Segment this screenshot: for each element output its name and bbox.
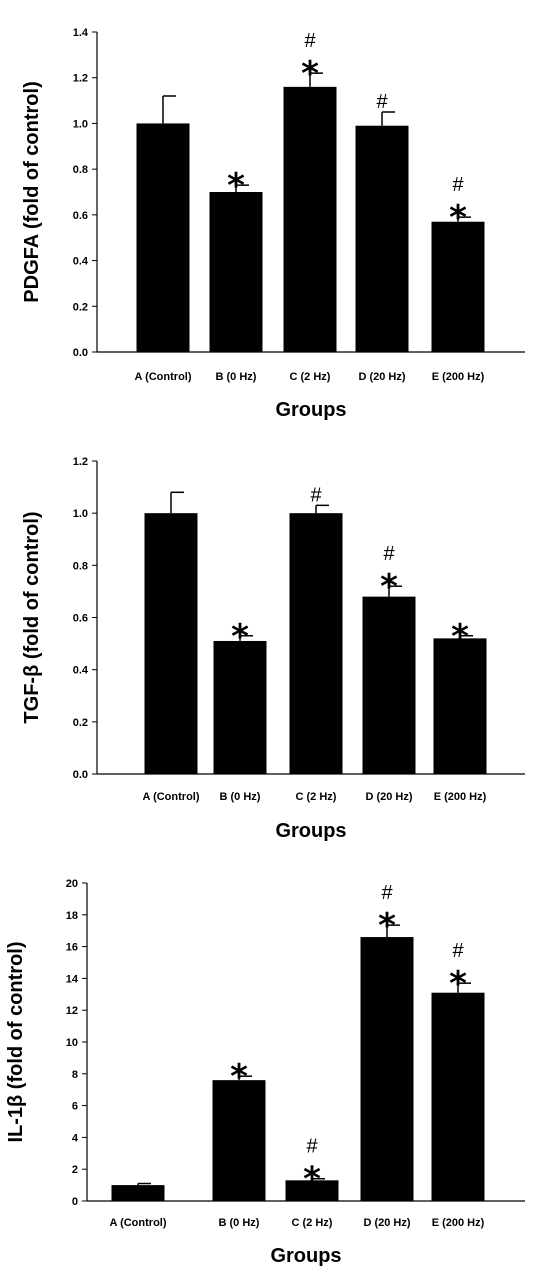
pdgfa-category-label: B (0 Hz) bbox=[216, 371, 257, 383]
pdgfa-category-label: E (200 Hz) bbox=[432, 371, 485, 383]
tgf-beta-y-tick-label: 0.2 bbox=[73, 717, 88, 729]
il1-beta-y-tick-label: 6 bbox=[72, 1101, 78, 1113]
tgf-beta-bar bbox=[362, 596, 416, 774]
pdgfa-y-tick-label: 0.4 bbox=[73, 256, 89, 268]
tgf-beta-y-tick-label: 0.0 bbox=[73, 769, 88, 781]
tgf-beta-category-label: C (2 Hz) bbox=[296, 791, 337, 803]
il1-beta-bar bbox=[431, 992, 485, 1201]
il1-beta-significance-star: * bbox=[449, 964, 467, 1004]
pdgfa-significance-star: * bbox=[301, 54, 319, 94]
tgf-beta-category-label: B (0 Hz) bbox=[220, 791, 261, 803]
tgf-beta-bar bbox=[433, 638, 487, 774]
tgf-beta-category-label: D (20 Hz) bbox=[365, 791, 412, 803]
tgf-beta-significance-star: * bbox=[231, 617, 249, 657]
pdgfa-y-tick-label: 0.2 bbox=[73, 301, 88, 313]
pdgfa-bar bbox=[136, 123, 190, 352]
pdgfa-y-tick-label: 1.0 bbox=[73, 118, 88, 130]
tgf-beta-category-label: A (Control) bbox=[142, 791, 199, 803]
pdgfa-bar bbox=[209, 192, 263, 352]
pdgfa-y-tick-label: 1.4 bbox=[73, 27, 89, 39]
pdgfa-category-label: D (20 Hz) bbox=[358, 371, 405, 383]
pdgfa-significance-star: * bbox=[449, 198, 467, 238]
il1-beta-x-axis-title: Groups bbox=[270, 1245, 341, 1267]
pdgfa-significance-hash: # bbox=[376, 91, 388, 113]
il1-beta-significance-hash: # bbox=[381, 882, 393, 904]
il1-beta-y-tick-label: 2 bbox=[72, 1164, 78, 1176]
il1-beta-bar bbox=[360, 937, 414, 1201]
il1-beta-y-tick-label: 8 bbox=[72, 1069, 78, 1081]
pdgfa-y-tick-label: 0.0 bbox=[73, 347, 88, 359]
tgf-beta-category-label: E (200 Hz) bbox=[434, 791, 487, 803]
il1-beta-significance-star: * bbox=[378, 906, 396, 946]
il1-beta-category-label: E (200 Hz) bbox=[432, 1217, 485, 1229]
pdgfa-y-tick-label: 1.2 bbox=[73, 73, 88, 85]
tgf-beta-y-axis-title: TGF-β (fold of control) bbox=[21, 511, 43, 723]
pdgfa-y-tick-label: 0.6 bbox=[73, 210, 88, 222]
tgf-beta-y-tick-label: 0.6 bbox=[73, 613, 88, 625]
tgf-beta-significance-star: * bbox=[380, 567, 398, 607]
il1-beta-y-tick-label: 4 bbox=[72, 1132, 79, 1144]
il1-beta-significance-star: * bbox=[230, 1057, 248, 1097]
il1-beta-y-tick-label: 14 bbox=[66, 973, 79, 985]
il1-beta-bar bbox=[111, 1185, 165, 1201]
tgf-beta-bar bbox=[289, 513, 343, 774]
pdgfa-significance-hash: # bbox=[452, 174, 464, 196]
il1-beta-y-tick-label: 20 bbox=[66, 878, 78, 890]
chart-tgf-beta: 0.0 0.2 0.4 0.6 0.8 1.0 1.2 A (Control) * B (0 Hz… bbox=[21, 456, 525, 842]
pdgfa-bar bbox=[355, 125, 409, 352]
tgf-beta-y-tick-label: 0.4 bbox=[73, 665, 89, 677]
il1-beta-category-label: C (2 Hz) bbox=[292, 1217, 333, 1229]
tgf-beta-significance-hash: # bbox=[383, 543, 395, 565]
pdgfa-x-axis-title: Groups bbox=[275, 399, 346, 421]
il1-beta-y-tick-label: 12 bbox=[66, 1005, 78, 1017]
il1-beta-category-label: A (Control) bbox=[109, 1217, 166, 1229]
il1-beta-y-tick-label: 0 bbox=[72, 1196, 78, 1208]
tgf-beta-bar bbox=[213, 640, 267, 774]
il1-beta-category-label: B (0 Hz) bbox=[219, 1217, 260, 1229]
il1-beta-y-tick-label: 18 bbox=[66, 910, 78, 922]
il1-beta-significance-star: * bbox=[303, 1160, 321, 1200]
tgf-beta-y-tick-label: 1.0 bbox=[73, 508, 88, 520]
pdgfa-category-label: C (2 Hz) bbox=[290, 371, 331, 383]
il1-beta-y-tick-label: 10 bbox=[66, 1037, 78, 1049]
chart-pdgfa: 0.0 0.2 0.4 0.6 0.8 1.0 1.2 1.4 A (Control) * B (0… bbox=[21, 27, 525, 421]
tgf-beta-significance-star: * bbox=[451, 617, 469, 657]
il1-beta-significance-hash: # bbox=[452, 940, 464, 962]
pdgfa-category-label: A (Control) bbox=[134, 371, 191, 383]
tgf-beta-y-tick-label: 1.2 bbox=[73, 456, 88, 468]
pdgfa-bar bbox=[283, 86, 337, 352]
tgf-beta-x-axis-title: Groups bbox=[275, 820, 346, 842]
il1-beta-significance-hash: # bbox=[306, 1136, 318, 1158]
pdgfa-significance-star: * bbox=[227, 166, 245, 206]
il1-beta-y-axis-title: IL-1β (fold of control) bbox=[5, 941, 27, 1142]
tgf-beta-y-tick-label: 0.8 bbox=[73, 560, 88, 572]
il1-beta-y-tick-label: 16 bbox=[66, 942, 78, 954]
il1-beta-category-label: D (20 Hz) bbox=[363, 1217, 410, 1229]
pdgfa-significance-hash: # bbox=[304, 30, 316, 52]
pdgfa-bar bbox=[431, 221, 485, 352]
il1-beta-bar bbox=[285, 1180, 339, 1201]
il1-beta-bar bbox=[212, 1080, 266, 1201]
pdgfa-y-tick-label: 0.8 bbox=[73, 164, 88, 176]
tgf-beta-significance-hash: # bbox=[310, 484, 322, 506]
tgf-beta-bar bbox=[144, 513, 198, 774]
pdgfa-y-axis-title: PDGFA (fold of control) bbox=[21, 81, 43, 302]
